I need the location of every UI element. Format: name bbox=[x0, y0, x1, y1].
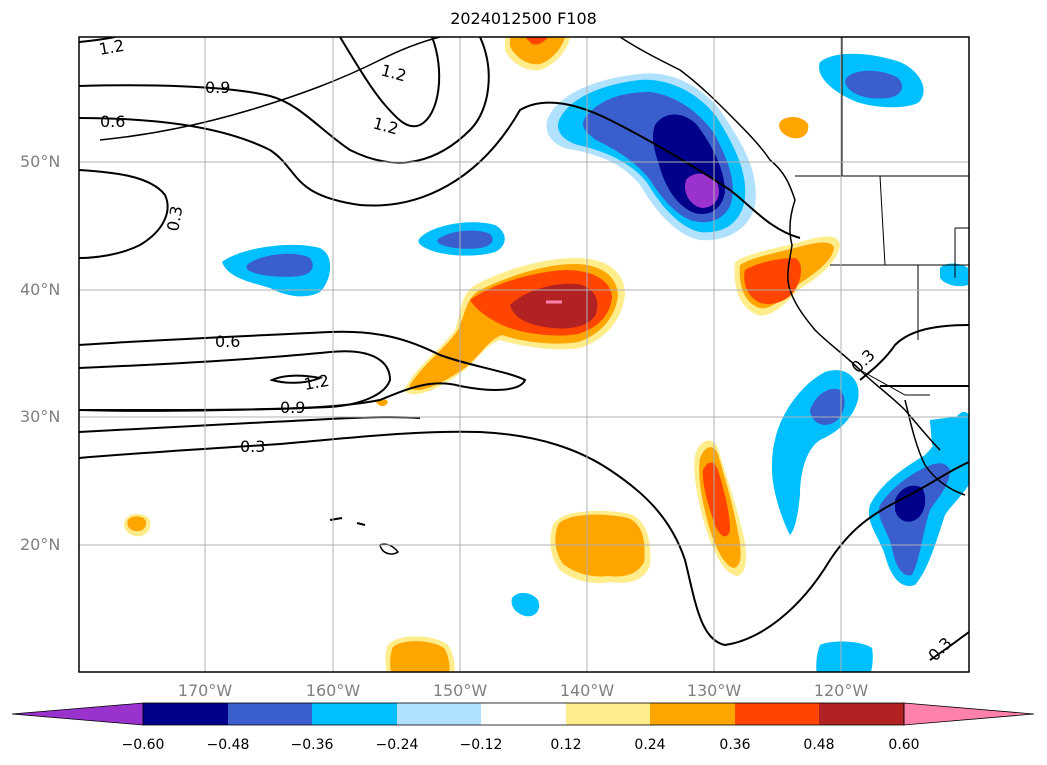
colorbar-tick-label: 0.12 bbox=[550, 737, 582, 753]
map-frame bbox=[78, 36, 970, 673]
colorbar bbox=[11, 702, 1035, 726]
contour-label: 0.3 bbox=[240, 437, 265, 456]
contour-label: 1.2 bbox=[302, 371, 330, 394]
coastline-layer bbox=[99, 37, 966, 555]
negative-anomaly-region bbox=[684, 173, 720, 208]
lon-label-130w: 130°W bbox=[686, 681, 742, 700]
lon-label-160w: 160°W bbox=[305, 681, 361, 700]
colorbar-tick-label: 0.24 bbox=[634, 737, 666, 753]
colorbar-tick-label: −0.24 bbox=[375, 737, 419, 753]
colorbar-segment bbox=[228, 703, 312, 725]
colorbar-segment bbox=[819, 703, 904, 725]
colorbar-segment bbox=[397, 703, 481, 725]
contour-label-layer: 1.2 0.9 0.6 1.2 1.2 0.3 0.6 1.2 0.9 0.3 … bbox=[97, 36, 955, 665]
colorbar-extend-high bbox=[903, 702, 1035, 726]
colorbar-tick-label: 0.60 bbox=[888, 737, 920, 753]
lon-label-120w: 120°W bbox=[813, 681, 869, 700]
border-layer bbox=[795, 37, 969, 396]
contour-label: 0.9 bbox=[280, 398, 305, 417]
colorbar-tick-label: −0.60 bbox=[121, 737, 165, 753]
page-title: 2024012500 F108 bbox=[450, 9, 597, 28]
contour-label: 1.2 bbox=[379, 61, 409, 86]
colorbar-tick-label: −0.48 bbox=[206, 737, 250, 753]
lat-label-40n: 40°N bbox=[20, 280, 61, 299]
colorbar-segment bbox=[566, 703, 650, 725]
colorbar-tick-label: 0.48 bbox=[803, 737, 835, 753]
contour-label: 0.6 bbox=[215, 332, 240, 351]
colorbar-tick-label: 0.36 bbox=[719, 737, 751, 753]
contour-label: 0.3 bbox=[163, 204, 186, 232]
colorbar-extend-low bbox=[11, 702, 144, 726]
contour-label: 0.6 bbox=[100, 112, 125, 131]
colorbar-tick-label: −0.36 bbox=[290, 737, 334, 753]
contour-label: 1.2 bbox=[97, 36, 125, 59]
colorbar-segment bbox=[650, 703, 735, 725]
colorbar-segment bbox=[143, 703, 228, 725]
lat-label-30n: 30°N bbox=[20, 407, 61, 426]
colorbar-tick-label: −0.12 bbox=[459, 737, 503, 753]
contour-label: 0.9 bbox=[205, 78, 230, 97]
lat-label-20n: 20°N bbox=[20, 535, 61, 554]
graticule bbox=[79, 37, 969, 672]
lon-label-150w: 150°W bbox=[432, 681, 488, 700]
lon-label-140w: 140°W bbox=[559, 681, 615, 700]
contour-label: 0.3 bbox=[847, 345, 878, 376]
lat-label-50n: 50°N bbox=[20, 152, 61, 171]
contour-label: 0.3 bbox=[924, 633, 955, 664]
lon-label-170w: 170°W bbox=[177, 681, 233, 700]
colorbar-segment bbox=[312, 703, 397, 725]
colorbar-segment bbox=[481, 703, 566, 725]
map-area: 1.2 0.9 0.6 1.2 1.2 0.3 0.6 1.2 0.9 0.3 … bbox=[79, 36, 969, 672]
colorbar-segment bbox=[735, 703, 819, 725]
